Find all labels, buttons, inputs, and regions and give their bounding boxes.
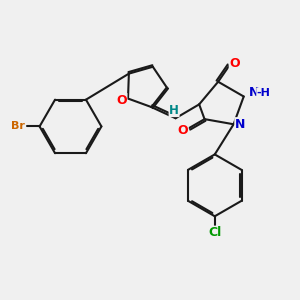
Text: Br: Br bbox=[11, 122, 25, 131]
Text: H: H bbox=[169, 103, 179, 116]
Text: N: N bbox=[235, 118, 245, 131]
Text: O: O bbox=[116, 94, 127, 106]
Text: N: N bbox=[249, 86, 259, 100]
Text: -H: -H bbox=[257, 88, 271, 98]
Text: O: O bbox=[229, 57, 240, 70]
Text: O: O bbox=[177, 124, 188, 137]
Text: Cl: Cl bbox=[208, 226, 221, 239]
